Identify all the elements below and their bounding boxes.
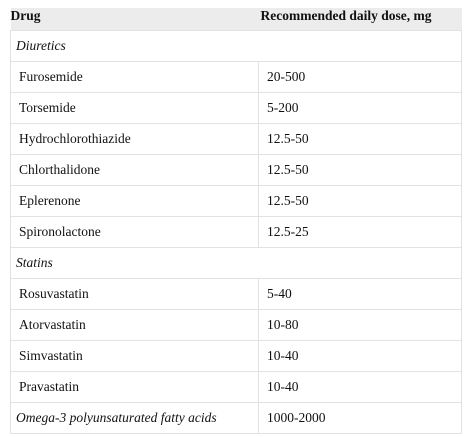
dose-table: Drug Recommended daily dose, mg Diuretic… xyxy=(10,8,462,434)
dose: 5-200 xyxy=(258,92,462,124)
row: Atorvastatin 10-80 xyxy=(10,309,462,341)
table-body: Diuretics Furosemide 20-500 Torsemide 5-20… xyxy=(10,30,462,434)
dose: 12.5-25 xyxy=(258,216,462,248)
drug: Atorvastatin xyxy=(10,309,259,341)
drug: Hydrochlorothiazide xyxy=(10,123,259,155)
row: Furosemide 20-500 xyxy=(10,61,462,93)
table-header: Drug Recommended daily dose, mg xyxy=(10,8,462,31)
row: Chlorthalidone 12.5-50 xyxy=(10,154,462,186)
header-cell: Drug xyxy=(10,8,259,31)
dose: 12.5-50 xyxy=(258,185,462,217)
row: Pravastatin 10-40 xyxy=(10,371,462,403)
dose: 5-40 xyxy=(258,278,462,310)
drug: Torsemide xyxy=(10,92,259,124)
row: Hydrochlorothiazide 12.5-50 xyxy=(10,123,462,155)
drug: Rosuvastatin xyxy=(10,278,259,310)
drug: Pravastatin xyxy=(10,371,259,403)
row: Eplerenone 12.5-50 xyxy=(10,185,462,217)
dose: 10-80 xyxy=(258,309,462,341)
dose: 10-40 xyxy=(258,371,462,403)
row: Omega-3 polyunsaturated fatty acids 1000-… xyxy=(10,402,462,434)
drug: Spironolactone xyxy=(10,216,259,248)
drug: Omega-3 polyunsaturated fatty acids xyxy=(10,402,259,434)
header-cell: Recommended daily dose, mg xyxy=(258,8,462,31)
row: Torsemide 5-200 xyxy=(10,92,462,124)
group-label: Diuretics xyxy=(10,30,462,62)
group-row: Statins xyxy=(10,247,462,279)
row: Rosuvastatin 5-40 xyxy=(10,278,462,310)
drug: Chlorthalidone xyxy=(10,154,259,186)
row: Spironolactone 12.5-25 xyxy=(10,216,462,248)
dose: 12.5-50 xyxy=(258,154,462,186)
dose: 12.5-50 xyxy=(258,123,462,155)
drug: Eplerenone xyxy=(10,185,259,217)
drug: Furosemide xyxy=(10,61,259,93)
header-row: Drug Recommended daily dose, mg xyxy=(10,8,462,31)
drug: Simvastatin xyxy=(10,340,259,372)
dose: 20-500 xyxy=(258,61,462,93)
group-label: Statins xyxy=(10,247,462,279)
dose: 10-40 xyxy=(258,340,462,372)
row: Simvastatin 10-40 xyxy=(10,340,462,372)
group-row: Diuretics xyxy=(10,30,462,62)
dose: 1000-2000 xyxy=(258,402,462,434)
